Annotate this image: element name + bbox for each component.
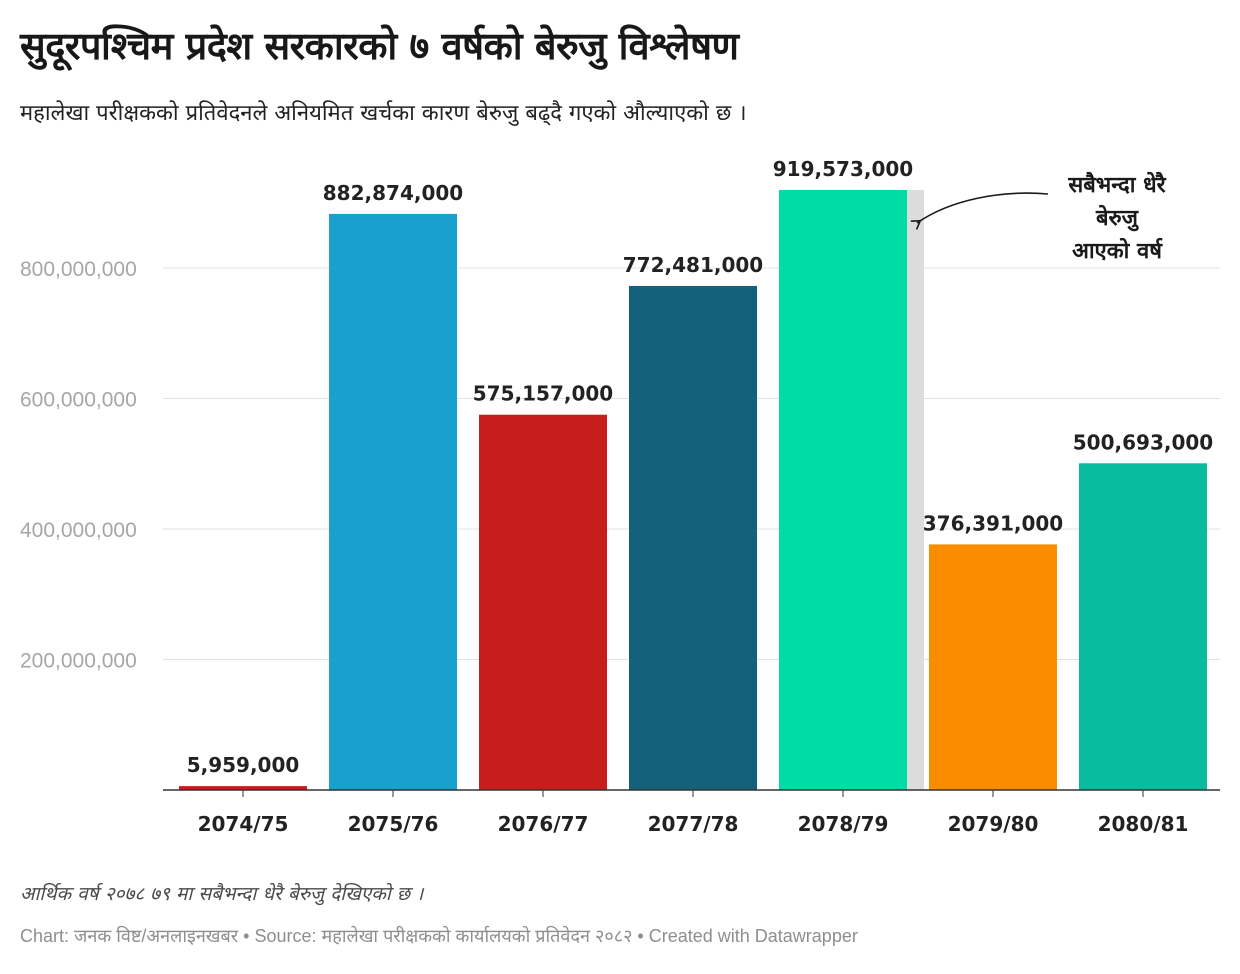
y-tick-label: 400,000,000 <box>20 519 137 542</box>
annotation-line: सबैभन्दा धेरै <box>1067 171 1166 198</box>
x-axis-ticks: 2074/75 2075/76 2076/77 2077/78 2078/79 2079/… <box>163 789 1220 836</box>
annotation-line: आएको वर्ष <box>1072 237 1163 264</box>
bar-2079/80 <box>929 544 1057 790</box>
bar-2076/77 <box>479 414 607 790</box>
data-label-2077/78: 772,481,000 <box>623 253 763 277</box>
bar-2080/81 <box>1079 463 1207 790</box>
y-tick-label: 600,000,000 <box>20 389 137 412</box>
y-tick-label: 800,000,000 <box>20 258 137 281</box>
annotation-arrow <box>910 192 1049 230</box>
chart-credits: Chart: जनक विष्ट/अनलाइनखबर • Source: महा… <box>20 926 858 946</box>
y-tick-label: 200,000,000 <box>20 650 137 673</box>
x-tick-label-2077/78: 2077/78 <box>648 812 739 836</box>
data-label-2079/80: 376,391,000 <box>923 511 1063 535</box>
x-tick-label-2078/79: 2078/79 <box>798 812 889 836</box>
x-tick-label-2075/76: 2075/76 <box>348 812 439 836</box>
data-label-2074/75: 5,959,000 <box>187 753 300 777</box>
annotation-line: बेरुजु <box>1095 204 1140 232</box>
chart-note: आर्थिक वर्ष २०७८ ७९ मा सबैभन्दा धेरै बेर… <box>20 883 424 905</box>
bar-2075/76 <box>329 213 457 791</box>
x-tick-label-2074/75: 2074/75 <box>198 812 289 836</box>
data-label-2076/77: 575,157,000 <box>473 382 613 406</box>
bar-2078/79 <box>779 189 907 790</box>
chart-subtitle: महालेखा परीक्षकको प्रतिवेदनले अनियमित खर… <box>20 101 747 126</box>
data-label-2080/81: 500,693,000 <box>1073 430 1213 454</box>
bars <box>179 189 1207 791</box>
x-tick-label-2079/80: 2079/80 <box>948 812 1039 836</box>
bar-chart: 200,000,000 400,000,000 600,000,000 800,000… <box>20 157 1220 836</box>
x-tick-label-2080/81: 2080/81 <box>1098 812 1189 836</box>
bar-2074/75 <box>179 786 307 790</box>
data-labels: 5,959,000 882,874,000 575,157,000 772,481,0… <box>187 157 1214 777</box>
y-axis-ticks: 200,000,000 400,000,000 600,000,000 800,000… <box>20 258 137 673</box>
data-label-2078/79: 919,573,000 <box>773 157 913 181</box>
x-tick-label-2076/77: 2076/77 <box>498 812 589 836</box>
chart-title: सुदूरपश्चिम प्रदेश सरकारको ७ वर्षको बेरु… <box>20 24 739 68</box>
annotation: सबैभन्दा धेरै बेरुजु आएको वर्ष <box>910 171 1167 264</box>
bar-2077/78 <box>629 285 757 790</box>
data-label-2075/76: 882,874,000 <box>323 181 463 205</box>
